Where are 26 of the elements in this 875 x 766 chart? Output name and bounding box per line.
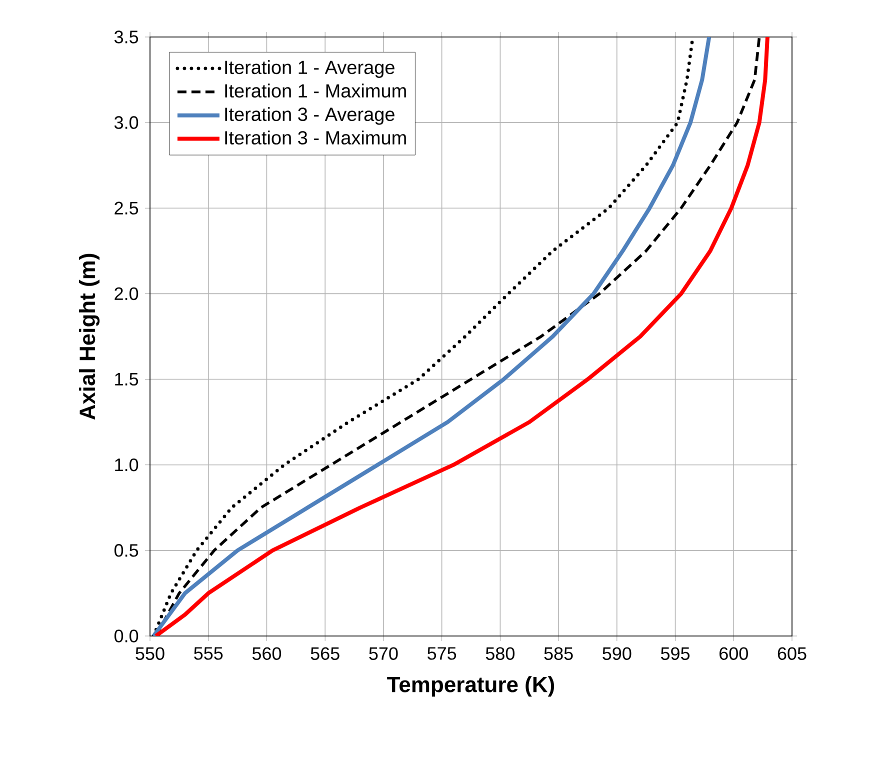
x-tick-label: 570 [369,647,398,660]
x-tick-label: 595 [660,647,690,660]
x-tick-label: 585 [544,647,573,660]
y-tick-label: 2.0 [114,287,138,300]
x-tick-label: 600 [720,647,748,660]
x-tick-label: 555 [194,647,223,660]
y-tick-label: 0.5 [114,544,138,557]
y-tick-label: 0.0 [114,630,138,642]
x-tick-label: 575 [428,647,456,660]
y-axis-title: Axial Height (m) [78,254,100,420]
x-tick-label: 550 [136,647,164,660]
x-tick-label: 590 [602,647,632,660]
legend-label: Iteration 3 - Average [225,107,394,125]
legend-label: Iteration 3 - Maximum [225,130,406,145]
y-tick-label: 1.0 [115,458,138,472]
x-tick-label: 605 [778,647,806,660]
x-tick-label: 565 [310,647,340,660]
y-tick-label: 2.5 [114,202,138,215]
x-tick-label: 580 [486,647,514,660]
y-tick-label: 1.5 [115,372,138,386]
y-tick-label: 3.5 [114,30,138,44]
y-tick-label: 3.0 [114,116,138,129]
x-tick-label: 560 [252,647,282,660]
legend-label: Iteration 1 - Average [225,60,394,78]
x-axis-title: Temperature (K) [387,676,554,697]
legend-label: Iteration 1 - Maximum [225,84,406,98]
